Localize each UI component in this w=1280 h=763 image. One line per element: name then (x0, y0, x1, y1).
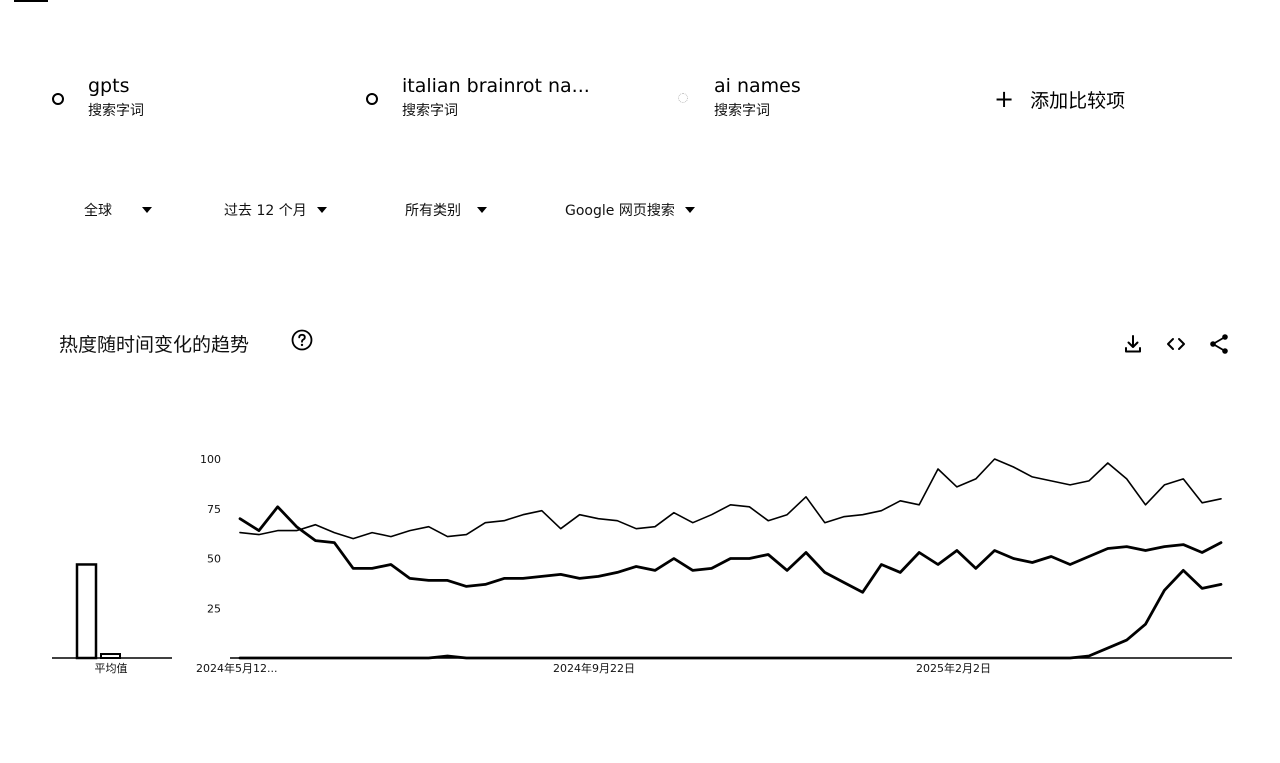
category-filter-label: 所有类别 (405, 203, 461, 219)
search-term-type: 搜索字词 (714, 103, 770, 119)
series-dot-icon (678, 93, 688, 103)
chevron-down-icon (316, 207, 327, 213)
y-tick-label: 50 (207, 553, 221, 566)
chevron-down-icon (684, 207, 695, 213)
x-tick-label: 2025年2月2日 (916, 661, 991, 675)
series-dot-icon (366, 93, 378, 105)
average-bar (75, 563, 98, 660)
time-filter[interactable]: 过去 12 个月 (224, 198, 327, 222)
search-term-3[interactable]: ai names 搜索字词 (678, 74, 958, 124)
search-term-name: gpts (88, 75, 130, 97)
y-tick-label: 25 (207, 602, 221, 615)
chevron-down-icon (142, 207, 152, 213)
embed-icon[interactable] (1164, 332, 1188, 356)
top-bar-mark (14, 0, 48, 2)
trend-chart: 平均值 25 50 75 100 2024年5月12... 2024年9月22日 2025年… (52, 453, 1232, 675)
search-term-name: italian brainrot na... (402, 75, 590, 97)
x-tick-label: 2024年5月12... (196, 661, 277, 675)
series-dot-icon (52, 93, 64, 105)
search-term-name: ai names (714, 75, 801, 97)
average-label: 平均值 (95, 662, 128, 675)
plus-icon: + (994, 85, 1015, 113)
region-filter-label: 全球 (84, 203, 112, 219)
search-type-filter-label: Google 网页搜索 (565, 203, 675, 219)
series-line-3 (239, 458, 1222, 540)
help-icon[interactable] (290, 328, 314, 352)
average-bar (100, 653, 121, 660)
series-line-2 (238, 568, 1223, 660)
search-term-1[interactable]: gpts 搜索字词 (52, 74, 332, 124)
line-chart: 25 50 75 100 2024年5月12... 2024年9月22日 2025年2月2日 (196, 453, 1232, 675)
chevron-down-icon (477, 207, 487, 213)
region-filter[interactable]: 全球 (84, 198, 152, 222)
add-compare-button[interactable]: + 添加比较项 (994, 84, 1125, 114)
y-tick-label: 100 (200, 453, 221, 466)
series-line-1 (238, 505, 1223, 594)
average-chart: 平均值 (52, 563, 172, 675)
time-filter-label: 过去 12 个月 (224, 203, 307, 219)
search-term-type: 搜索字词 (402, 103, 458, 119)
add-compare-label: 添加比较项 (1030, 89, 1126, 112)
section-title: 热度随时间变化的趋势 (59, 334, 250, 356)
search-type-filter[interactable]: Google 网页搜索 (565, 198, 695, 222)
download-icon[interactable] (1121, 332, 1145, 356)
y-tick-label: 75 (207, 503, 221, 516)
search-term-2[interactable]: italian brainrot na... 搜索字词 (366, 74, 646, 124)
share-icon[interactable] (1207, 332, 1231, 356)
category-filter[interactable]: 所有类别 (405, 198, 487, 222)
x-tick-label: 2024年9月22日 (553, 661, 635, 675)
search-term-type: 搜索字词 (88, 103, 144, 119)
